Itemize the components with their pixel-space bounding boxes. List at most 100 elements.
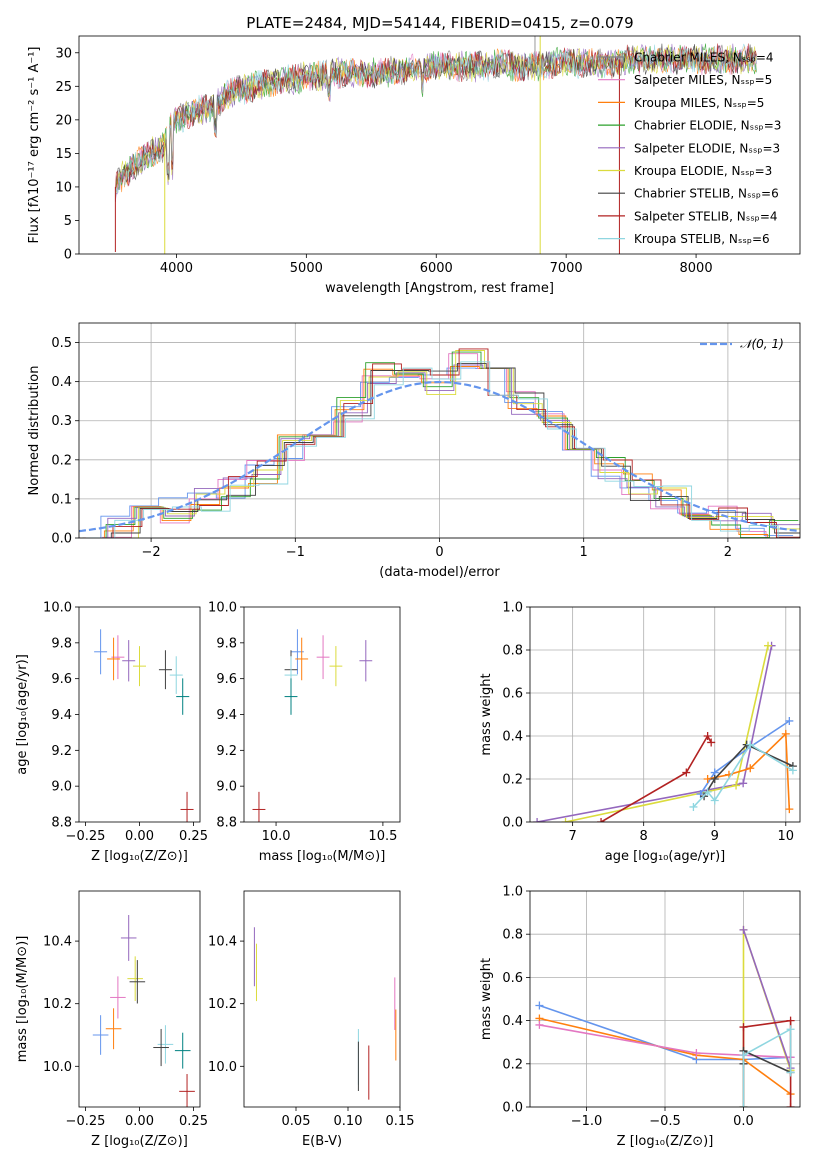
- legend-label: Chabrier ELODIE, Nₛₛₚ=3: [634, 119, 781, 133]
- plus-marker: [535, 1001, 544, 1010]
- x-axis-label: (data-model)/error: [379, 565, 500, 580]
- y-tick-label: 9.0: [51, 780, 72, 795]
- y-tick-label: 10.0: [43, 601, 72, 616]
- x-tick-label: −0.25: [66, 1114, 106, 1129]
- x-axis-label: E(B-V): [302, 1134, 342, 1149]
- x-tick-label: 10.0: [262, 829, 291, 844]
- x-tick-label: −0.5: [649, 1114, 681, 1129]
- x-axis-label: Z [log₁₀(Z/Z⊙)]: [617, 1134, 714, 1149]
- histogram-series: [82, 362, 800, 538]
- y-tick-label: 9.8: [216, 636, 237, 651]
- mass-weight-line: [742, 1049, 791, 1074]
- spectrum-lines: [114, 36, 757, 254]
- plus-marker: [746, 740, 755, 749]
- y-tick-label: 10.4: [43, 935, 72, 950]
- mass-weight-line: [539, 1024, 791, 1059]
- plus-marker: [689, 802, 698, 811]
- y-tick-label: 10: [55, 180, 72, 195]
- plus-marker: [597, 818, 606, 822]
- mass-weight-line: [703, 743, 794, 797]
- x-tick-label: 0.10: [334, 1114, 363, 1129]
- plus-marker: [703, 787, 712, 796]
- x-tick-label: 7000: [550, 261, 583, 276]
- x-axis-label: Z [log₁₀(Z/Z⊙)]: [91, 849, 188, 864]
- x-tick-label: 0.25: [179, 1114, 208, 1129]
- plus-marker: [739, 925, 748, 934]
- plus-marker: [533, 818, 542, 822]
- plus-marker: [786, 1103, 795, 1107]
- legend-label: Kroupa MILES, Nₛₛₚ=5: [634, 96, 764, 110]
- y-tick-label: 0.3: [51, 414, 72, 429]
- y-tick-label: 9.6: [216, 672, 237, 687]
- x-tick-label: 0.15: [386, 1114, 415, 1129]
- y-tick-label: 0.2: [502, 1057, 523, 1072]
- y-tick-label: 10.4: [208, 935, 237, 950]
- age-vs-mass-points: [252, 629, 373, 822]
- y-tick-label: 10.0: [208, 601, 237, 616]
- legend-label: 𝒩(0, 1): [740, 337, 784, 351]
- age-vs-mass-frame: [243, 606, 401, 823]
- y-tick-label: 0.2: [51, 453, 72, 468]
- plus-marker: [739, 1103, 748, 1107]
- y-tick-label: 0.1: [51, 492, 72, 507]
- mass-vs-ebv-points: [253, 927, 397, 1100]
- x-axis-label: mass [log₁₀(M/M⊙)]: [259, 849, 386, 864]
- mass-vs-ebv-axes: 0.05 0.10 0.15 10.0 10.2 10.4 E(B-V): [208, 935, 414, 1149]
- y-axis-label: mass [log₁₀(M/M⊙)]: [15, 936, 30, 1063]
- massweight-vs-Z-frame: [529, 890, 801, 1108]
- mass-vs-ebv-frame: [243, 890, 401, 1108]
- plus-marker: [746, 764, 755, 773]
- y-tick-label: 9.4: [216, 708, 237, 723]
- spectrum-legend: Chabrier MILES, Nₛₛₚ=4 Salpeter MILES, Nₛ…: [598, 51, 781, 246]
- y-tick-label: 0.8: [502, 928, 523, 943]
- mass-weight-line: [539, 1004, 791, 1061]
- y-tick-label: 20: [55, 113, 72, 128]
- plus-marker: [707, 738, 716, 747]
- y-tick-label: 15: [55, 147, 72, 162]
- legend-label: Salpeter MILES, Nₛₛₚ=5: [634, 73, 772, 87]
- plus-marker: [785, 805, 794, 814]
- massweight-vs-age-lines: [533, 641, 797, 822]
- x-axis-label: wavelength [Angstrom, rest frame]: [325, 281, 554, 296]
- y-tick-label: 1.0: [502, 601, 523, 616]
- x-axis-label: Z [log₁₀(Z/Z⊙)]: [91, 1134, 188, 1149]
- x-tick-label: 0.05: [282, 1114, 311, 1129]
- x-tick-label: 10: [778, 829, 795, 844]
- plus-marker: [710, 775, 719, 783]
- y-tick-label: 0: [64, 248, 72, 263]
- mass-weight-line: [600, 734, 712, 822]
- x-tick-label: 0.25: [179, 829, 208, 844]
- plus-marker: [703, 775, 712, 783]
- x-tick-label: −0.25: [66, 829, 106, 844]
- x-tick-label: 0: [435, 545, 443, 560]
- y-tick-label: 8.8: [216, 816, 237, 831]
- plus-marker: [682, 768, 691, 777]
- x-tick-label: 6000: [420, 261, 453, 276]
- age-vs-Z-axes: −0.25 0.00 0.25 8.8 9.0 9.2 9.4 9.6 9.8 10.0 Z [lo…: [15, 601, 208, 865]
- massweight-vs-Z-axes: −1.0 −0.5 0.0 0.0 0.2 0.4 0.6 0.8 1.0 Z [log₁₀(Z/…: [479, 885, 800, 1149]
- y-tick-label: 9.4: [51, 708, 72, 723]
- spectrum-axes: 4000 5000 6000 7000 8000 0 5 10 15 20 25 30 waveleng…: [27, 46, 713, 296]
- y-tick-label: 9.6: [51, 672, 72, 687]
- y-tick-label: 9.0: [216, 780, 237, 795]
- plus-marker: [781, 729, 790, 738]
- plus-marker: [786, 1016, 795, 1025]
- plus-marker: [786, 1025, 795, 1034]
- plus-marker: [786, 1068, 795, 1077]
- figure-title: PLATE=2484, MJD=54144, FIBERID=0415, z=0…: [246, 14, 633, 32]
- massweight-vs-Z-lines: [535, 925, 795, 1107]
- y-tick-label: 0.6: [502, 687, 523, 702]
- y-tick-label: 10.2: [208, 997, 237, 1012]
- x-tick-label: 0.0: [733, 1114, 754, 1129]
- histogram-legend: 𝒩(0, 1): [700, 337, 784, 351]
- histogram-series: [84, 348, 800, 538]
- histogram-series: [85, 361, 800, 538]
- plus-marker: [732, 781, 741, 790]
- y-tick-label: 10.2: [43, 997, 72, 1012]
- y-axis-label: mass weight: [479, 958, 494, 1040]
- legend-label: Chabrier STELIB, Nₛₛₚ=6: [634, 187, 779, 201]
- mass-vs-Z-axes: −0.25 0.00 0.25 10.0 10.2 10.4 Z [log₁₀(Z/Z⊙)]…: [15, 935, 208, 1149]
- x-tick-label: −1: [286, 545, 305, 560]
- y-axis-label: Flux [fλ10⁻¹⁷ erg cm⁻² s⁻¹ A⁻¹]: [27, 47, 42, 244]
- y-tick-label: 0.4: [51, 375, 72, 390]
